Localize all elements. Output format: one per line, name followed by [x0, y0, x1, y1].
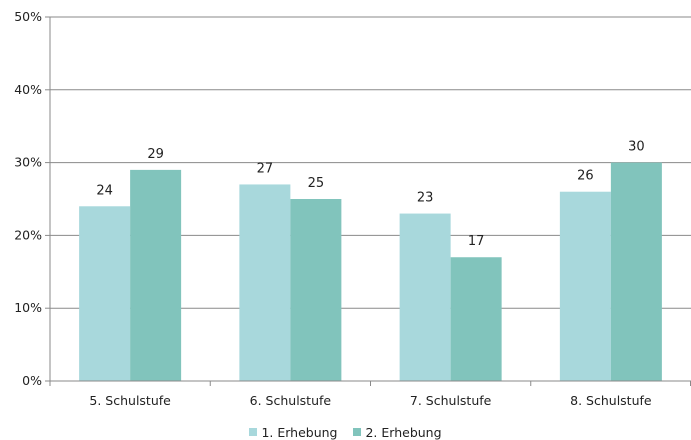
- data-label: 24: [96, 183, 113, 198]
- legend-item-series-2: 2. Erhebung: [353, 424, 442, 440]
- legend-swatch-series-2: [353, 428, 362, 436]
- data-label: 26: [577, 169, 594, 184]
- x-tick-label: 7. Schulstufe: [410, 393, 492, 408]
- x-tick-label: 8. Schulstufe: [570, 393, 652, 408]
- data-label: 25: [308, 176, 325, 191]
- y-tick-label: 50%: [14, 9, 42, 24]
- bar-1-1: [79, 206, 131, 381]
- y-tick-label: 30%: [14, 155, 42, 170]
- bar-chart: 0% 10% 20% 30% 40% 50% 24 29 27 25 23 17 26 30 5. Sc…: [14, 9, 691, 408]
- data-label: 27: [257, 161, 274, 176]
- x-axis: 5. Schulstufe 6. Schulstufe 7. Schulstufe 8…: [49, 380, 691, 408]
- legend-label-series-1: 1. Erhebung: [261, 424, 338, 440]
- bar-1-2: [239, 184, 291, 381]
- data-label: 29: [147, 147, 164, 162]
- x-tick-label: 6. Schulstufe: [250, 393, 332, 408]
- legend-label-series-2: 2. Erhebung: [365, 424, 442, 440]
- y-tick-label: 20%: [14, 227, 42, 242]
- y-axis-ticks: 0% 10% 20% 30% 40% 50%: [14, 9, 51, 388]
- data-label: 17: [468, 234, 485, 249]
- legend-item-series-1: 1. Erhebung: [249, 424, 338, 440]
- bar-2-4: [610, 162, 662, 381]
- legend: 1. Erhebung 2. Erhebung: [0, 424, 691, 440]
- bars: [79, 162, 662, 381]
- data-label: 30: [628, 140, 645, 155]
- data-label: 23: [417, 191, 434, 206]
- data-labels: 24 29 27 25 23 17 26 30: [96, 140, 644, 250]
- legend-swatch-series-1: [249, 428, 258, 436]
- x-tick-label: 5. Schulstufe: [89, 393, 171, 408]
- y-tick-label: 0%: [22, 373, 42, 388]
- y-tick-label: 40%: [14, 82, 42, 97]
- y-tick-label: 10%: [14, 300, 42, 315]
- bar-2-3: [450, 257, 502, 381]
- bar-1-3: [399, 213, 451, 381]
- bar-2-1: [130, 169, 182, 381]
- bar-1-4: [559, 191, 611, 381]
- bar-2-2: [290, 199, 342, 381]
